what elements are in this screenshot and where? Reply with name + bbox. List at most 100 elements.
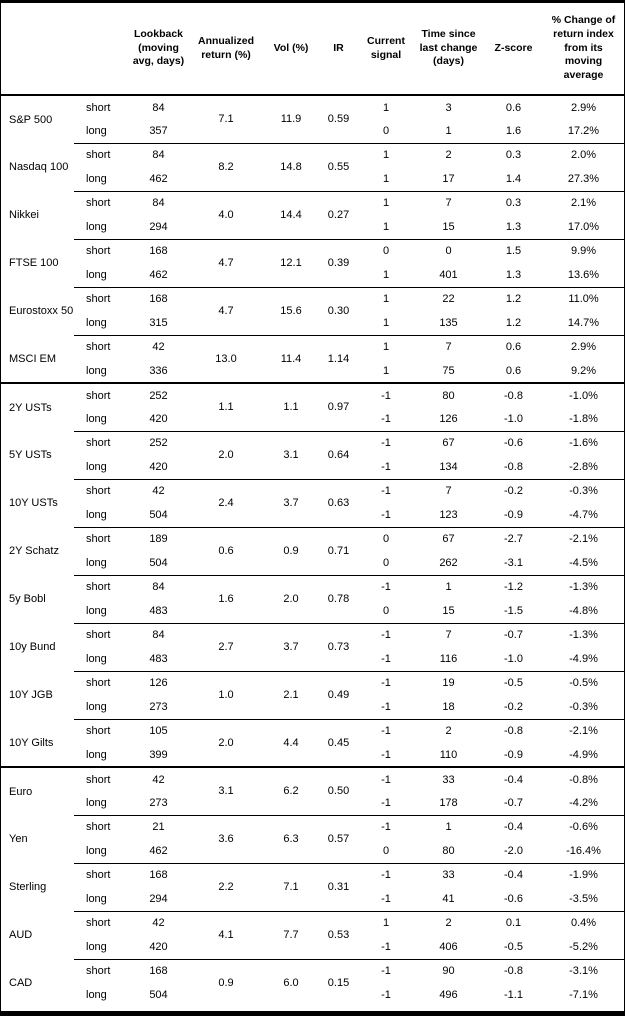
horizon-label: long — [86, 412, 107, 425]
lookback-value: 462 — [149, 268, 168, 281]
horizon-label: long — [86, 748, 107, 761]
horizon-label: short — [74, 190, 131, 215]
time-since-change-value: 15 — [442, 220, 455, 233]
time-since-change-value: 33 — [411, 862, 486, 887]
time-since-change-value: 33 — [411, 766, 486, 791]
lookback-value: 357 — [149, 124, 168, 137]
annualized-return-value: 13.0 — [186, 334, 266, 383]
current-signal-value: 1 — [382, 316, 390, 329]
current-signal-value: -1 — [381, 989, 391, 1001]
asset-name: 2Y USTs — [1, 382, 74, 431]
pct-change-value: -2.1% — [541, 526, 624, 551]
annualized-return-value: 7.1 — [218, 113, 234, 126]
zscore-value: -1.0 — [504, 412, 523, 425]
current-signal-value: -1 — [361, 574, 411, 599]
current-signal-value: 0 — [382, 604, 390, 617]
current-signal-value: -1 — [381, 940, 391, 953]
annualized-return-value: 4.0 — [186, 190, 266, 239]
vol-value: 11.9 — [280, 113, 302, 126]
asset-name: Nasdaq 100 — [9, 161, 69, 173]
time-since-change-value: 406 — [439, 940, 458, 953]
zscore-value: -0.6 — [504, 892, 523, 905]
annualized-return-value: 4.7 — [186, 238, 266, 287]
pct-change-value: 9.9% — [541, 238, 624, 263]
pct-change-value: 13.6% — [567, 268, 600, 281]
signals-table: Lookback (moving avg, days) Annualized r… — [1, 3, 624, 1007]
vol-value: 14.4 — [266, 190, 316, 239]
ir-value: 1.14 — [316, 334, 361, 383]
current-signal-value: -1 — [361, 622, 411, 647]
lookback-value: 168 — [131, 286, 186, 311]
zscore-value: 0.1 — [486, 910, 541, 935]
lookback-value: 168 — [131, 238, 186, 263]
table-row: CAD short 168 0.9 6.0 0.15 -1 90 -0.8 -3.1% — [1, 958, 624, 1007]
table-row: FTSE 100 short 168 4.7 12.1 0.39 0 0 1.5 9.9% — [1, 238, 624, 287]
time-since-change-value: 496 — [439, 989, 458, 1001]
zscore-value: -0.4 — [486, 766, 541, 791]
table-row: MSCI EM short 42 13.0 11.4 1.14 1 7 0.6 2.9% — [1, 334, 624, 383]
current-signal-value: 1 — [361, 190, 411, 215]
vol-value: 1.1 — [266, 382, 316, 431]
time-since-change-value: 401 — [439, 268, 458, 281]
pct-change-value: -4.8% — [569, 604, 598, 617]
vol-value: 6.2 — [266, 766, 316, 815]
vol-value: 15.6 — [266, 286, 316, 335]
ir-value: 0.71 — [316, 526, 361, 575]
horizon-label: long — [86, 604, 107, 617]
asset-name: S&P 500 — [9, 113, 53, 126]
zscore-value: 1.6 — [505, 124, 522, 137]
time-since-change-value: 7 — [411, 190, 486, 215]
zscore-value: -0.5 — [486, 670, 541, 695]
current-signal-value: -1 — [361, 382, 411, 407]
pct-change-value: -7.1% — [569, 989, 598, 1001]
asset-name: Euro — [1, 766, 74, 815]
lookback-value: 42 — [131, 478, 186, 503]
zscore-value: -0.8 — [486, 382, 541, 407]
table-row: long 504 -1 496 -1.1 -7.1% — [1, 983, 624, 1007]
time-since-change-value: 7 — [411, 334, 486, 359]
lookback-value: 462 — [149, 172, 168, 185]
table-row: Nasdaq 100 short 84 8.2 14.8 0.55 1 2 0.3 2.0% — [1, 142, 624, 191]
lookback-value: 105 — [131, 718, 186, 743]
horizon-label: short — [74, 478, 131, 503]
time-since-change-value: 135 — [439, 316, 458, 329]
current-signal-value: 1 — [382, 364, 390, 377]
zscore-value: -0.4 — [486, 814, 541, 839]
annualized-return-value: 2.2 — [186, 862, 266, 911]
zscore-value: -1.2 — [486, 574, 541, 599]
pct-change-value: -5.2% — [569, 940, 598, 953]
zscore-value: -1.0 — [504, 652, 523, 665]
ir-value: 0.78 — [316, 574, 361, 623]
header-lookback: Lookback (moving avg, days) — [131, 3, 186, 96]
horizon-label: short — [74, 958, 131, 983]
asset-name: Sterling — [9, 881, 47, 893]
time-since-change-value: 262 — [439, 556, 458, 569]
table-row: long 273 -1 178 -0.7 -4.2% — [1, 791, 624, 815]
table-row: Eurostoxx 50 short 168 4.7 15.6 0.30 1 22 1.2 11.… — [1, 286, 624, 335]
table-row: long 294 1 15 1.3 17.0% — [1, 215, 624, 239]
pct-change-value: -4.2% — [569, 796, 598, 809]
zscore-value: -0.2 — [486, 478, 541, 503]
vol-value: 7.1 — [266, 862, 316, 911]
horizon-label: long — [86, 124, 107, 137]
annualized-return-value: 8.2 — [186, 142, 266, 191]
current-signal-value: -1 — [361, 430, 411, 455]
time-since-change-value: 2 — [411, 142, 486, 167]
current-signal-value: 1 — [361, 910, 411, 935]
pct-change-value: -4.7% — [569, 508, 598, 521]
ir-value: 0.55 — [316, 142, 361, 191]
pct-change-value: -3.5% — [569, 892, 598, 905]
annualized-return-value: 4.1 — [186, 910, 266, 959]
zscore-value: -0.4 — [486, 862, 541, 887]
current-signal-value: 1 — [382, 268, 390, 281]
pct-change-value: 2.1% — [541, 190, 624, 215]
pct-change-value: -4.9% — [569, 748, 598, 761]
table-row: long 315 1 135 1.2 14.7% — [1, 311, 624, 335]
pct-change-value: -1.3% — [541, 574, 624, 599]
time-since-change-value: 116 — [439, 652, 458, 665]
pct-change-value: -0.3% — [569, 700, 598, 713]
current-signal-value: -1 — [381, 460, 391, 473]
lookback-value: 273 — [149, 796, 168, 809]
vol-value: 14.8 — [266, 142, 316, 191]
